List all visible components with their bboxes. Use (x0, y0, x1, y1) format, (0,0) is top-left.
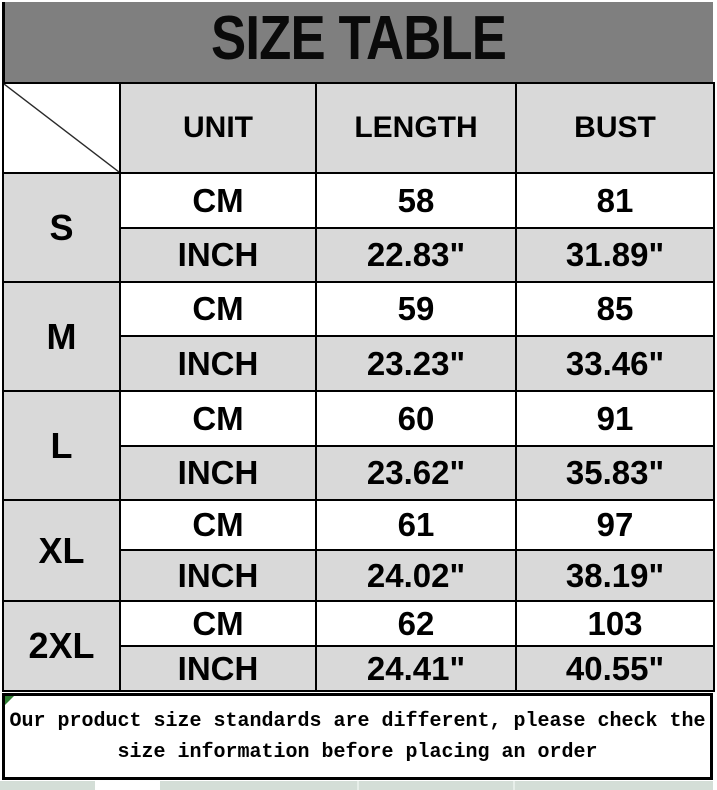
diagonal-divider (4, 84, 119, 172)
bust-value: 31.89" (515, 227, 715, 283)
unit-cell: INCH (119, 445, 317, 501)
unit-cell: CM (119, 499, 317, 551)
page-title: SIZE TABLE (211, 4, 507, 73)
length-value: 24.02" (315, 549, 517, 602)
table-row: INCH 24.02" 38.19" (3, 549, 715, 602)
corner-cell (2, 82, 121, 174)
table-row: M CM 59 85 (2, 281, 715, 392)
unit-cell: INCH (119, 227, 317, 283)
table-row: INCH 22.83" 31.89" (3, 227, 715, 283)
length-value: 61 (315, 499, 517, 551)
spreadsheet-cell (95, 781, 160, 790)
length-value: 23.23" (315, 335, 517, 392)
length-value: 23.62" (315, 445, 517, 501)
size-label-2xl: 2XL (2, 600, 121, 692)
cell-error-marker-icon (5, 696, 14, 705)
length-value: 24.41" (315, 645, 517, 692)
size-label-s: S (2, 172, 121, 283)
size-note-line2: size information before placing an order (117, 741, 598, 764)
unit-cell: INCH (119, 335, 317, 392)
length-value: 58 (315, 172, 517, 229)
bust-value: 103 (515, 600, 715, 647)
table-row: INCH 23.62" 35.83" (3, 445, 715, 501)
unit-cell: INCH (119, 645, 317, 692)
unit-cell: CM (119, 281, 317, 337)
unit-cell: CM (119, 390, 317, 447)
size-label-l: L (2, 390, 121, 501)
length-value: 60 (315, 390, 517, 447)
size-note-line1: Our product size standards are different… (9, 710, 706, 733)
col-header-length: LENGTH (315, 82, 517, 174)
size-note: Our product size standards are different… (2, 693, 713, 780)
bust-value: 81 (515, 172, 715, 229)
bust-value: 35.83" (515, 445, 715, 501)
unit-cell: INCH (119, 549, 317, 602)
spreadsheet-gridline (357, 781, 359, 790)
spreadsheet-strip (0, 781, 713, 790)
bust-value: 38.19" (515, 549, 715, 602)
col-header-bust: BUST (515, 82, 715, 174)
unit-cell: CM (119, 172, 317, 229)
header-row: UNIT LENGTH BUST (2, 82, 715, 174)
table-row: 2XL CM 62 103 (2, 600, 715, 692)
table-row: INCH 23.23" 33.46" (3, 335, 715, 392)
spreadsheet-gridline (513, 781, 515, 790)
table-row: INCH 24.41" 40.55" (3, 645, 715, 692)
size-label-xl: XL (2, 499, 121, 602)
title-bar: SIZE TABLE (2, 2, 713, 82)
bust-value: 91 (515, 390, 715, 447)
length-value: 22.83" (315, 227, 517, 283)
table-row: S CM 58 81 (2, 172, 715, 283)
col-header-unit: UNIT (119, 82, 317, 174)
length-value: 62 (315, 600, 517, 647)
table-row: XL CM 61 97 (2, 499, 715, 602)
bust-value: 85 (515, 281, 715, 337)
table-row: L CM 60 91 (2, 390, 715, 501)
bust-value: 40.55" (515, 645, 715, 692)
bust-value: 97 (515, 499, 715, 551)
bust-value: 33.46" (515, 335, 715, 392)
size-table: UNIT LENGTH BUST S CM 58 81 INCH 22.83" … (2, 82, 715, 692)
size-label-m: M (2, 281, 121, 392)
unit-cell: CM (119, 600, 317, 647)
length-value: 59 (315, 281, 517, 337)
